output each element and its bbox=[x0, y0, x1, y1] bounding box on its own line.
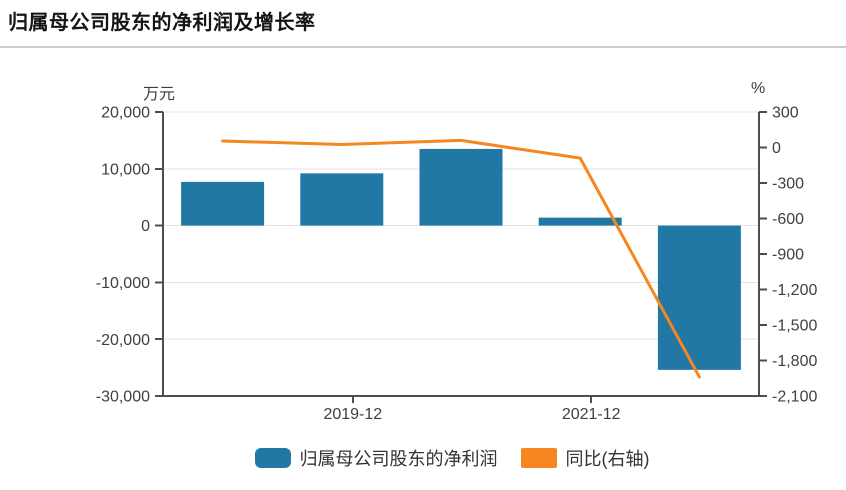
right-axis-unit-label: % bbox=[751, 80, 766, 97]
plot-area: 20,000 10,000 0 -10,000 -20,000 -30,000 300 0 -3… bbox=[96, 105, 818, 423]
left-axis-tick-label: -30,000 bbox=[96, 389, 150, 406]
net-profit-bar[interactable] bbox=[657, 225, 741, 370]
net-profit-bar[interactable] bbox=[419, 148, 503, 226]
right-axis-tick-label: -900 bbox=[772, 247, 804, 264]
title-divider bbox=[0, 46, 846, 48]
left-axis-tick-label: -10,000 bbox=[96, 275, 150, 292]
right-axis-tick-label: -2,100 bbox=[772, 389, 817, 406]
right-axis-tick-label: -300 bbox=[772, 176, 804, 193]
yoy-legend-swatch bbox=[520, 448, 557, 468]
chart-legend: 归属母公司股东的净利润 同比(右轴) bbox=[0, 445, 846, 471]
left-axis-unit-label: 万元 bbox=[143, 86, 176, 103]
right-axis-tick-label: -1,200 bbox=[772, 282, 817, 299]
left-axis-tick-label: 20,000 bbox=[101, 105, 150, 122]
net-profit-legend-swatch bbox=[254, 448, 291, 468]
page-title: 归属母公司股东的净利润及增长率 bbox=[8, 12, 316, 34]
right-axis-tick-label: 300 bbox=[772, 105, 799, 122]
yoy-trend-line[interactable] bbox=[221, 138, 701, 379]
right-axis-tick-label: -1,800 bbox=[772, 353, 817, 370]
net-profit-bar[interactable] bbox=[538, 217, 622, 226]
x-axis-tick-label: 2019-12 bbox=[323, 406, 382, 423]
left-axis-tick-label: 0 bbox=[141, 218, 150, 235]
legend-item-net-profit[interactable]: 归属母公司股东的净利润 bbox=[254, 445, 498, 471]
net-profit-bar[interactable] bbox=[181, 181, 265, 226]
left-axis-tick-label: -20,000 bbox=[96, 332, 150, 349]
net-profit-bar[interactable] bbox=[300, 173, 384, 226]
net-profit-legend-label: 归属母公司股东的净利润 bbox=[299, 449, 498, 469]
yoy-legend-label: 同比(右轴) bbox=[565, 449, 650, 469]
right-axis-tick-label: -600 bbox=[772, 211, 804, 228]
right-axis-tick-label: -1,500 bbox=[772, 318, 817, 335]
right-axis-tick-label: 0 bbox=[772, 140, 781, 157]
left-axis-tick-label: 10,000 bbox=[101, 161, 150, 178]
x-axis-tick-label: 2021-12 bbox=[562, 406, 621, 423]
legend-item-yoy[interactable]: 同比(右轴) bbox=[520, 445, 650, 471]
